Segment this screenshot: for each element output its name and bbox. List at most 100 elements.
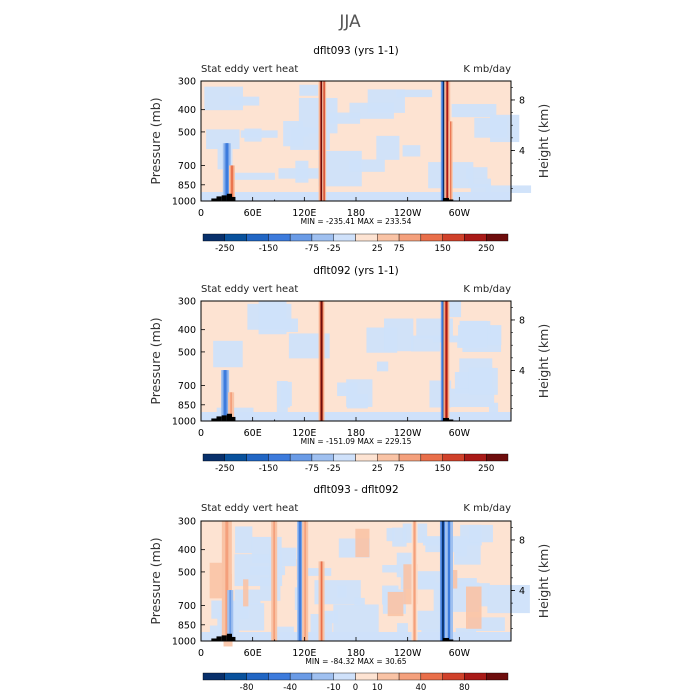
field-patch — [285, 318, 298, 333]
page-title: JJA — [338, 12, 361, 32]
field-patch — [346, 393, 368, 409]
colorbar-box — [202, 672, 225, 681]
colorbar-label: 25 — [372, 464, 383, 474]
field-patch — [386, 528, 395, 542]
colorbar-label: 75 — [394, 464, 405, 474]
positive-streak — [225, 521, 229, 641]
colorbar-label: -250 — [215, 464, 234, 474]
x-tick-label: 60E — [244, 428, 262, 439]
y-axis-label: Pressure (mb) — [148, 537, 163, 624]
colorbar-box — [355, 672, 378, 681]
colorbar-box — [486, 672, 509, 681]
topography-mask — [226, 633, 232, 641]
units-label: K mb/day — [463, 503, 511, 514]
y2-tick-label: 8 — [519, 95, 525, 106]
topography-mask — [449, 199, 454, 201]
y-tick-label: 300 — [178, 77, 196, 88]
topography-mask — [226, 193, 232, 201]
topography-mask — [221, 635, 227, 641]
colorbar-label: 75 — [394, 244, 405, 254]
topography-mask — [274, 419, 276, 421]
x-tick-label: 120E — [292, 208, 316, 219]
colorbar-label: -150 — [259, 244, 278, 254]
colorbar: -250 -150 -75 -25 25 75 150 250 — [202, 233, 509, 254]
y-tick-label: 1000 — [172, 417, 196, 428]
colorbar-box — [398, 453, 422, 462]
y-tick-label: 500 — [178, 127, 196, 138]
field-patch — [487, 584, 530, 614]
y-tick-label: 850 — [178, 400, 196, 411]
colorbar-label: -40 — [283, 683, 297, 693]
field-patch — [468, 367, 498, 395]
x-tick-label: 60E — [244, 208, 262, 219]
topography-mask — [449, 639, 454, 641]
field-patch — [274, 547, 297, 567]
field-patch — [397, 623, 408, 640]
variable-label: Stat eddy vert heat — [201, 503, 298, 514]
field-patch — [392, 527, 407, 547]
y-tick-label: 700 — [178, 381, 196, 392]
field-patch — [235, 526, 253, 554]
colorbar-box — [289, 672, 313, 681]
colorbar-box — [202, 453, 225, 462]
field-patch — [485, 185, 532, 193]
colorbar-box — [442, 233, 465, 242]
colorbar-label: 0 — [353, 683, 358, 693]
field-patch — [466, 586, 482, 629]
units-label: K mb/day — [463, 64, 511, 75]
x-tick-label: 60W — [449, 428, 471, 439]
x-tick-label: 0 — [198, 648, 204, 659]
colorbar-box — [355, 233, 378, 242]
y-tick-label: 400 — [178, 105, 196, 116]
positive-streak — [230, 392, 233, 421]
positive-streak — [413, 521, 416, 641]
positive-streak — [446, 81, 449, 201]
colorbar-box — [377, 453, 400, 462]
field-patch — [229, 96, 260, 106]
field-patch — [387, 591, 404, 617]
y2-tick-label: 8 — [519, 315, 525, 326]
field-patch — [337, 585, 347, 598]
colorbar-box — [398, 233, 422, 242]
colorbar-box — [420, 453, 443, 462]
topography-mask — [221, 415, 227, 421]
y-tick-label: 300 — [178, 297, 196, 308]
field-patch — [354, 597, 365, 606]
surface-band — [201, 632, 511, 641]
topography-mask — [211, 638, 217, 641]
colorbar-box — [377, 233, 400, 242]
topography-mask — [442, 197, 449, 201]
colorbar-box — [289, 233, 313, 242]
negative-streak — [223, 370, 227, 421]
field-patch — [474, 117, 508, 138]
colorbar-label: 80 — [459, 683, 470, 693]
field-patch — [229, 172, 275, 180]
colorbar-box — [420, 672, 443, 681]
positive-streak — [304, 521, 307, 641]
colorbar-label: -25 — [327, 244, 341, 254]
field-patch — [447, 301, 462, 318]
y-tick-label: 500 — [178, 347, 196, 358]
field-patch — [295, 160, 309, 183]
field-patch — [384, 318, 414, 352]
colorbar-box — [486, 453, 509, 462]
colorbar-box — [464, 453, 487, 462]
negative-streak — [225, 143, 229, 201]
colorbar-box — [333, 672, 356, 681]
topography-mask — [221, 195, 227, 201]
x-tick-label: 60E — [244, 648, 262, 659]
topography-mask — [216, 416, 222, 421]
y2-axis-label: Height (km) — [536, 544, 551, 618]
field-patch — [459, 320, 488, 348]
field-patch — [376, 135, 400, 160]
colorbar-label: 25 — [372, 244, 383, 254]
field-patch — [447, 578, 477, 587]
colorbar-label: 10 — [372, 683, 383, 693]
negative-streak — [442, 81, 445, 201]
field-patch — [411, 335, 440, 352]
colorbar-label: -80 — [240, 683, 254, 693]
field-patch — [416, 610, 441, 631]
topography-mask — [216, 196, 222, 201]
colorbar-label: -10 — [327, 683, 341, 693]
